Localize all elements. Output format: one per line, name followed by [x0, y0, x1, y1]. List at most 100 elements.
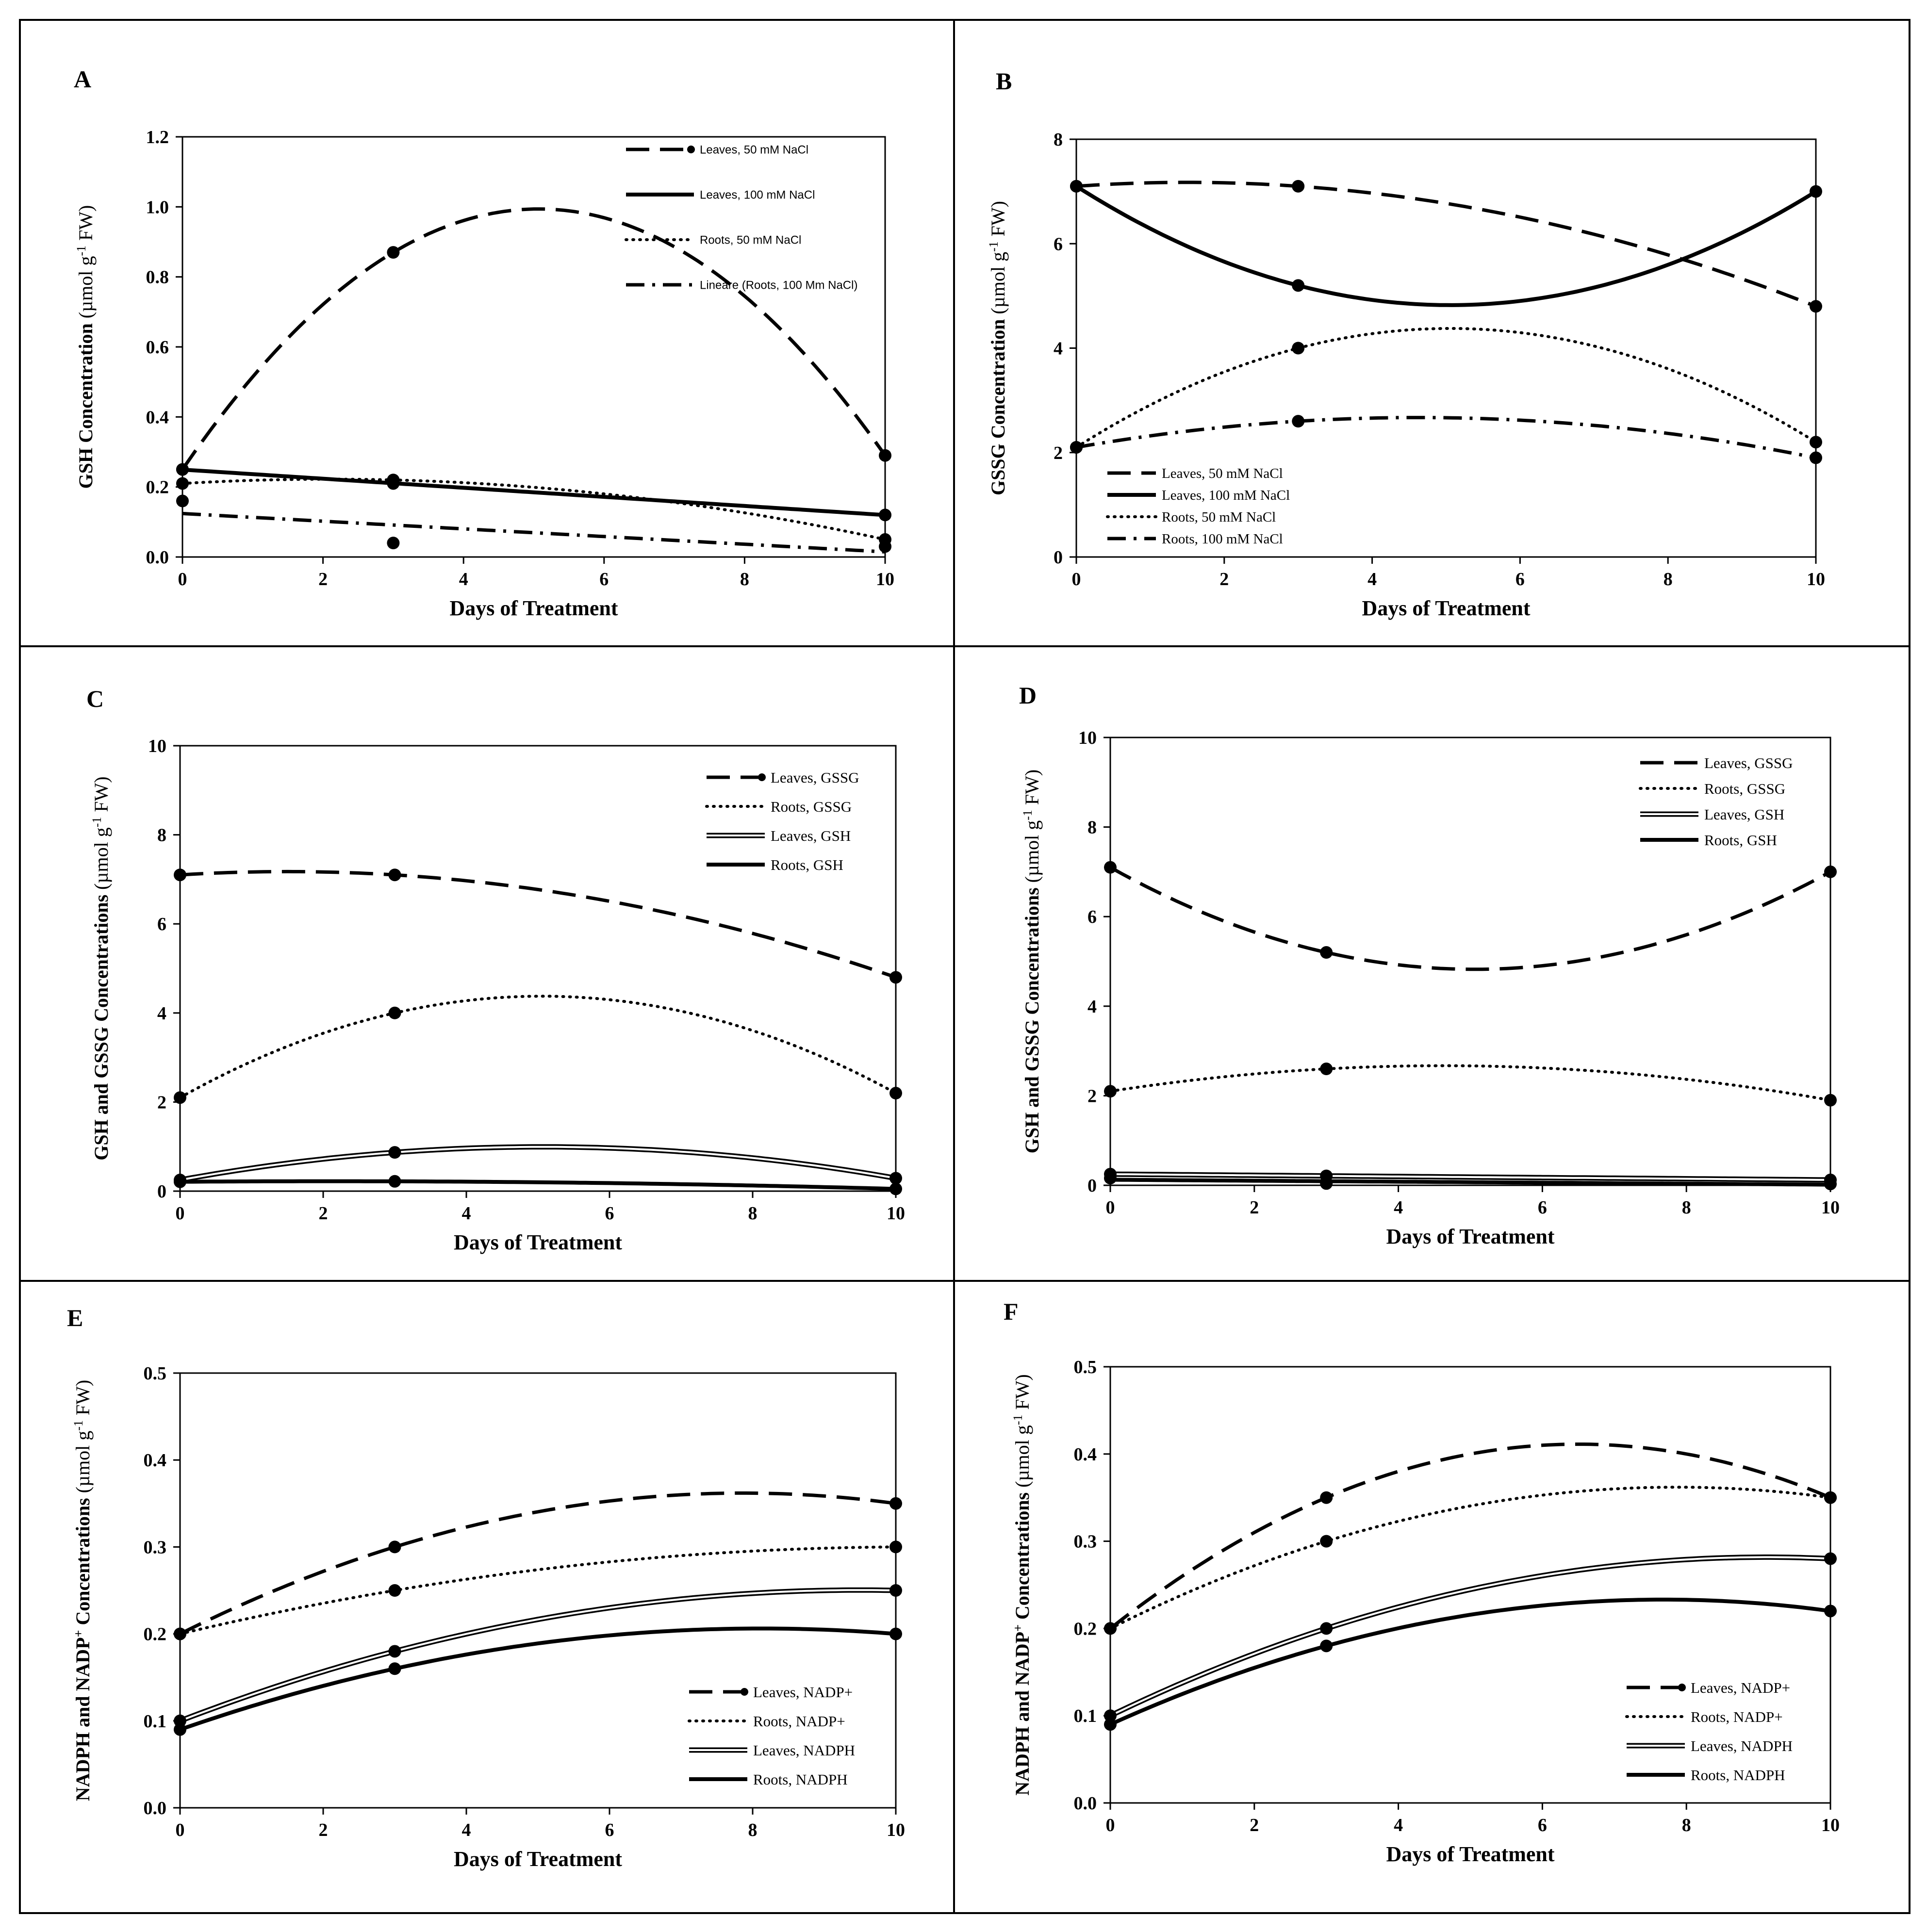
data-point: [1320, 1535, 1333, 1548]
data-point: [1070, 441, 1083, 454]
x-tick-label: 8: [1663, 569, 1673, 589]
data-point: [389, 1662, 401, 1675]
legend-label: Roots, 50 mM NaCl: [1162, 509, 1276, 525]
data-point: [889, 971, 902, 983]
data-point: [879, 508, 891, 521]
data-point: [1320, 1491, 1333, 1504]
data-point: [1292, 279, 1304, 292]
y-tick-label: 8: [1054, 130, 1063, 150]
y-tick-label: 8: [1087, 818, 1097, 838]
x-axis-label: Days of Treatment: [1386, 1842, 1554, 1866]
y-axis-label-unit-post: FW): [1021, 770, 1043, 810]
legend-label: Leaves, GSH: [771, 827, 851, 844]
x-axis-label: Days of Treatment: [1362, 596, 1530, 620]
y-tick-label: 4: [157, 1003, 166, 1024]
x-tick-label: 2: [1219, 569, 1229, 589]
x-tick-label: 8: [748, 1820, 758, 1840]
y-tick-label: 0.2: [144, 1624, 167, 1645]
y-tick-label: 0.0: [146, 547, 169, 568]
data-point: [879, 540, 891, 553]
legend-label: Leaves, 50 mM NaCl: [1162, 466, 1283, 481]
x-tick-label: 0: [1072, 569, 1081, 589]
y-tick-label: 4: [1054, 339, 1063, 359]
data-point: [1104, 1622, 1117, 1635]
x-tick-label: 6: [1538, 1197, 1547, 1218]
y-tick-label: 0.0: [1074, 1793, 1097, 1814]
legend-label: Leaves, 50 mM NaCl: [700, 143, 808, 156]
data-point: [1104, 861, 1117, 874]
x-tick-label: 10: [887, 1820, 905, 1840]
y-tick-label: 0.4: [146, 407, 169, 427]
y-axis-label-main: GSH Concentration: [75, 323, 97, 489]
x-tick-label: 2: [1250, 1815, 1259, 1835]
y-tick-label: 0.2: [1074, 1619, 1097, 1639]
y-tick-label: 0.6: [146, 337, 169, 358]
y-axis-label-unit-post: FW): [75, 205, 97, 246]
legend-label: Roots, GSSG: [1704, 780, 1785, 797]
data-point: [1320, 1639, 1333, 1652]
panel-label: F: [1004, 1298, 1019, 1325]
legend-label: Lineare (Roots, 100 Mm NaCl): [700, 278, 857, 292]
legend-label: Leaves, GSSG: [771, 769, 859, 786]
legend-label: Roots, NADPH: [753, 1771, 848, 1788]
y-axis-label-unit-pre: (µmol g: [987, 252, 1009, 314]
y-tick-label: 0.2: [146, 477, 169, 498]
y-axis-label-unit-pre: (µmol g: [1021, 820, 1043, 883]
x-axis-label: Days of Treatment: [449, 596, 618, 620]
data-point: [1292, 415, 1304, 427]
data-point: [1104, 1085, 1117, 1097]
y-axis-label: NADPH and NADP+ Concentrations (µmol g-1…: [1011, 1374, 1034, 1795]
y-axis-label-unit-post: FW): [1011, 1374, 1033, 1414]
y-axis-label-main-sup: +: [71, 1630, 85, 1637]
x-tick-label: 2: [318, 569, 328, 589]
y-axis-label: NADPH and NADP+ Concentrations (µmol g-1…: [71, 1380, 94, 1801]
y-tick-label: 0: [1054, 547, 1063, 568]
x-axis-label: Days of Treatment: [454, 1847, 622, 1871]
x-tick-label: 4: [1367, 569, 1377, 589]
legend-marker: [1678, 1684, 1686, 1691]
y-axis-label: GSH and GSSG Concentrations(µmol g-1 FW): [1021, 770, 1043, 1153]
data-point: [1320, 1063, 1333, 1075]
y-tick-label: 6: [1087, 907, 1097, 927]
y-tick-label: 8: [157, 825, 166, 846]
legend-label: Leaves, GSH: [1704, 806, 1784, 823]
data-point: [1320, 946, 1333, 959]
data-point: [1070, 180, 1083, 193]
y-tick-label: 1.0: [146, 197, 169, 217]
data-point: [389, 1645, 401, 1657]
data-point: [174, 1723, 186, 1736]
y-axis-label-unit-sup: -1: [1021, 810, 1035, 820]
y-axis-label-unit-pre: (µmol g: [90, 827, 112, 890]
x-tick-label: 8: [748, 1203, 758, 1224]
x-tick-label: 10: [1821, 1197, 1840, 1218]
y-tick-label: 2: [157, 1092, 166, 1113]
data-point: [889, 1540, 902, 1553]
x-tick-label: 6: [1538, 1815, 1547, 1835]
data-point: [1824, 1605, 1837, 1617]
legend-label: Leaves, NADP+: [753, 1684, 853, 1701]
y-axis-label-unit-post: FW): [987, 201, 1009, 241]
legend-marker: [741, 1688, 748, 1696]
y-tick-label: 0.5: [144, 1363, 167, 1384]
legend-label: Roots, 50 mM NaCl: [700, 233, 801, 246]
data-point: [1824, 1491, 1837, 1504]
x-tick-label: 0: [176, 1820, 185, 1840]
x-axis-label: Days of Treatment: [454, 1230, 622, 1254]
data-point: [889, 1584, 902, 1597]
data-point: [1810, 300, 1822, 312]
x-tick-label: 2: [319, 1820, 328, 1840]
legend-label: Leaves, 100 mM NaCl: [700, 188, 815, 201]
x-tick-label: 4: [462, 1820, 471, 1840]
x-tick-label: 4: [1394, 1815, 1403, 1835]
data-point: [389, 1584, 401, 1597]
data-point: [389, 1175, 401, 1188]
x-tick-label: 8: [740, 569, 749, 589]
data-point: [387, 537, 399, 549]
x-tick-label: 0: [1106, 1815, 1115, 1835]
data-point: [889, 1497, 902, 1510]
y-tick-label: 0.1: [1074, 1706, 1097, 1726]
x-tick-label: 0: [178, 569, 187, 589]
x-tick-label: 10: [876, 569, 894, 589]
data-point: [1824, 866, 1837, 878]
data-point: [176, 463, 189, 476]
